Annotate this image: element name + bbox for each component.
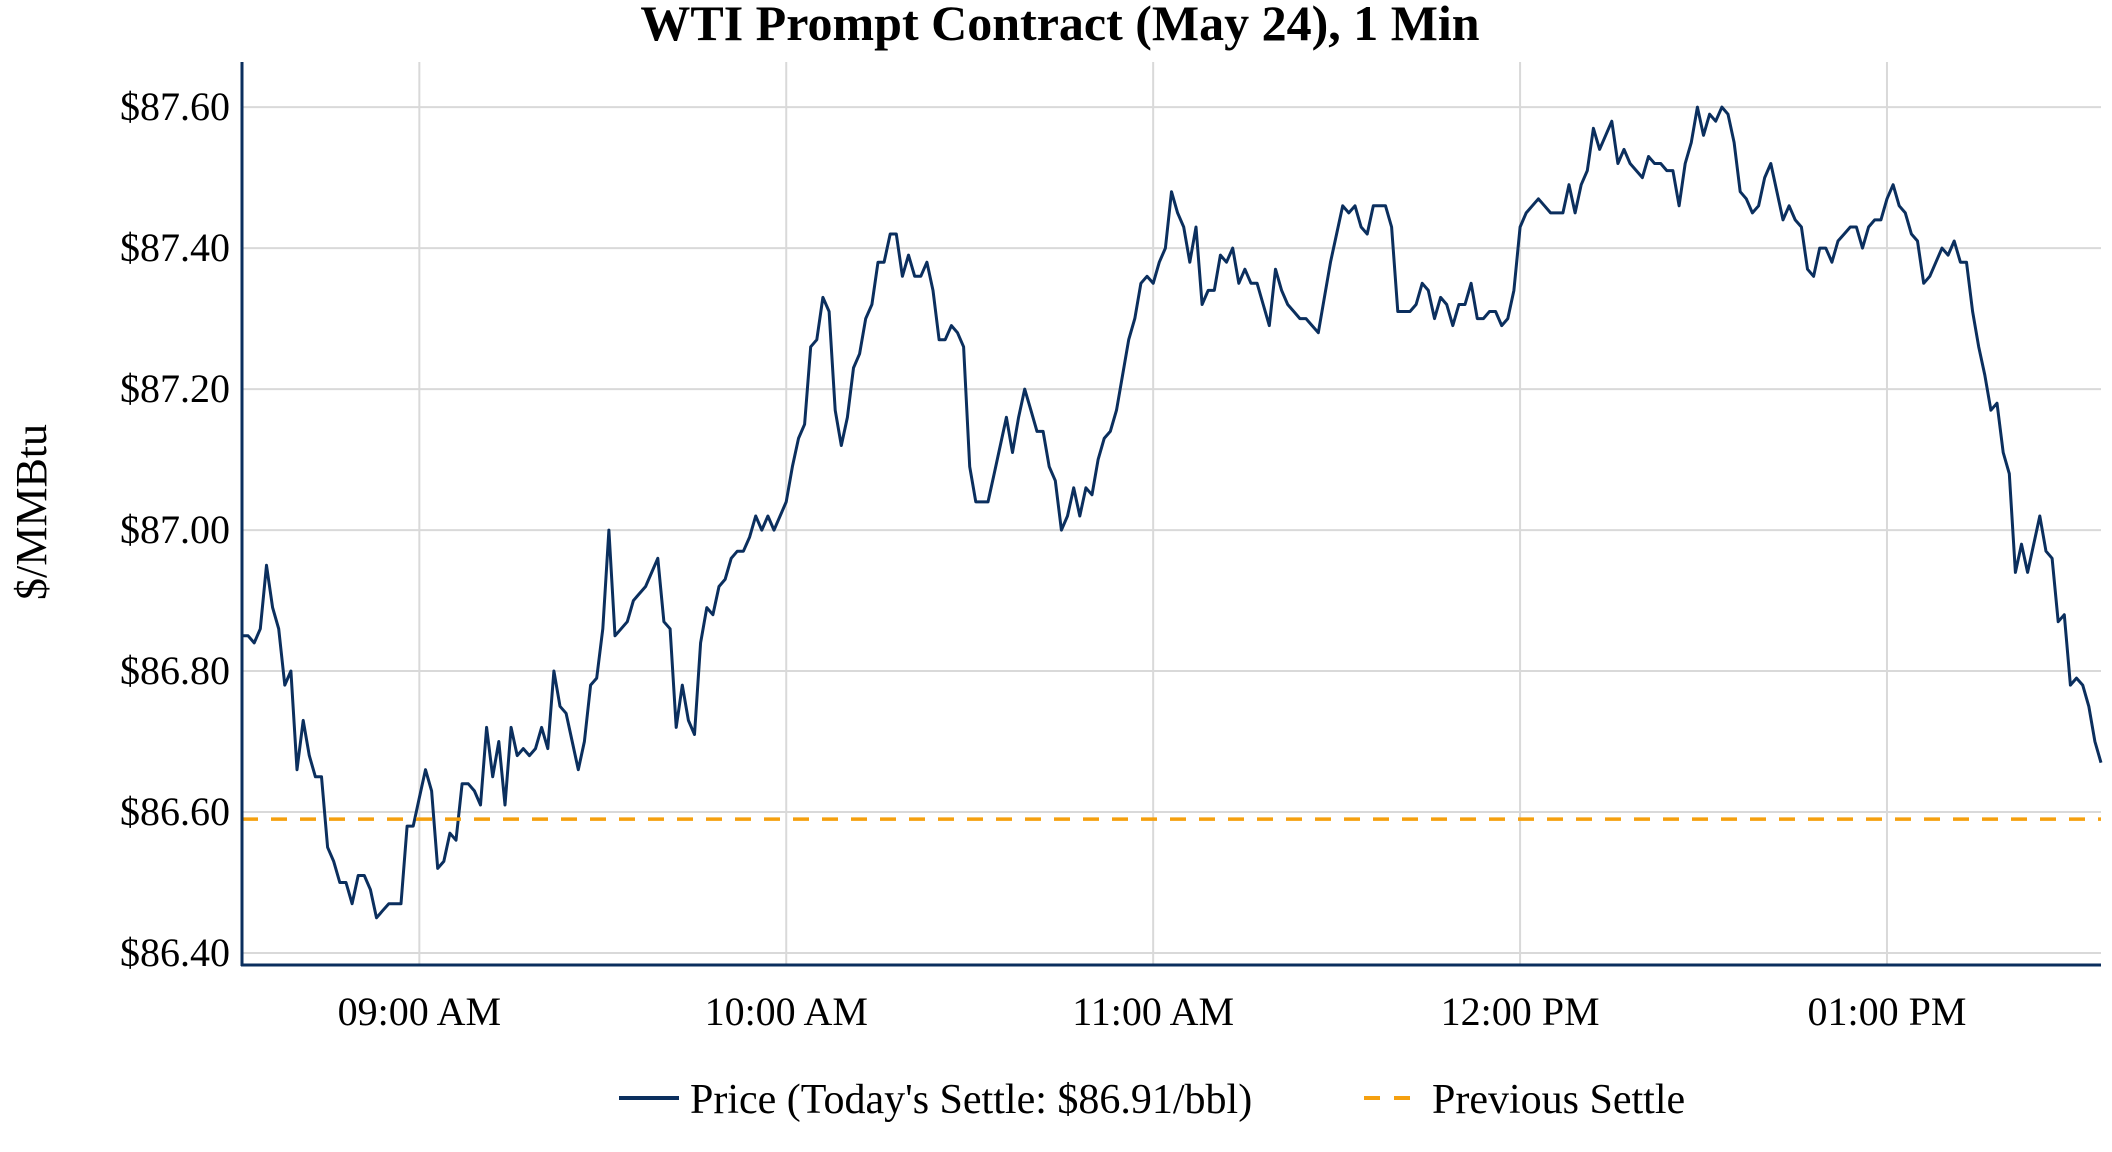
y-tick-label: $86.60 bbox=[120, 789, 230, 834]
legend-label-price: Price (Today's Settle: $86.91/bbl) bbox=[690, 1077, 1252, 1123]
y-tick-label: $87.00 bbox=[120, 507, 230, 552]
x-tick-label: 09:00 AM bbox=[338, 989, 501, 1034]
x-tick-label: 11:00 AM bbox=[1072, 989, 1234, 1034]
y-tick-label: $86.80 bbox=[120, 648, 230, 693]
x-tick-label: 01:00 PM bbox=[1808, 989, 1967, 1034]
chart-title: WTI Prompt Contract (May 24), 1 Min bbox=[640, 0, 1479, 51]
y-tick-label: $87.20 bbox=[120, 366, 230, 411]
price-line bbox=[242, 105, 2103, 920]
x-tick-label: 10:00 AM bbox=[705, 989, 868, 1034]
x-axis-ticks: 09:00 AM 10:00 AM 11:00 AM 12:00 PM 01:00 PM bbox=[338, 989, 1967, 1034]
y-axis-label: $/MMBtu bbox=[7, 424, 56, 600]
y-tick-label: $87.60 bbox=[120, 84, 230, 129]
y-axis-ticks: $86.40 $86.60 $86.80 $87.00 $87.20 $87.40 $87.… bbox=[120, 84, 230, 975]
legend-label-previous-settle: Previous Settle bbox=[1432, 1077, 1685, 1123]
y-tick-label: $86.40 bbox=[120, 930, 230, 975]
series-layer bbox=[242, 105, 2103, 920]
legend: Price (Today's Settle: $86.91/bbl) Previ… bbox=[619, 1077, 1685, 1123]
gridlines bbox=[242, 62, 2101, 965]
y-tick-label: $87.40 bbox=[120, 225, 230, 270]
x-tick-label: 12:00 PM bbox=[1441, 989, 1600, 1034]
